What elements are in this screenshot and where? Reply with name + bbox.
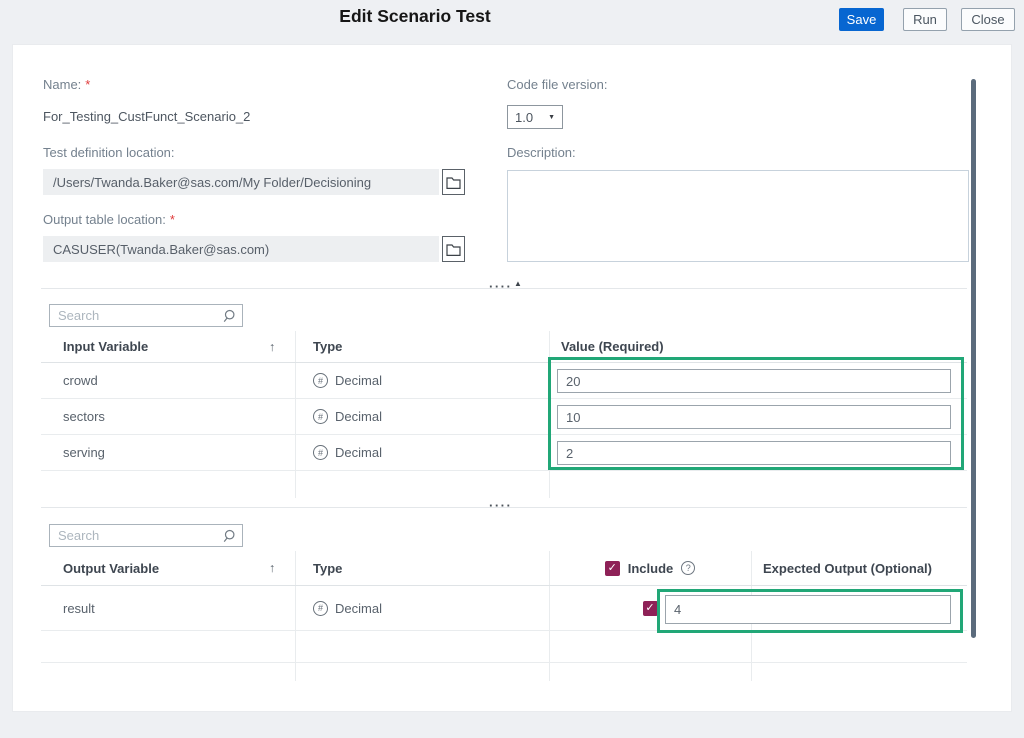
type-label: Decimal — [335, 409, 382, 424]
test-definition-browse-button[interactable] — [442, 169, 465, 195]
variable-type-cell: # Decimal — [313, 586, 382, 630]
search-icon[interactable] — [218, 529, 242, 543]
description-textarea[interactable] — [507, 170, 969, 262]
test-definition-label: Test definition location: — [43, 145, 175, 160]
column-divider — [549, 551, 550, 681]
type-label: Decimal — [335, 445, 382, 460]
search-icon[interactable] — [218, 309, 242, 323]
value-input-crowd[interactable] — [557, 369, 951, 393]
description-label: Description: — [507, 145, 576, 160]
variable-type-cell: # Decimal — [313, 435, 382, 470]
table-row: sectors # Decimal — [41, 399, 967, 435]
column-header-type[interactable]: Type — [313, 561, 343, 576]
value-input-sectors[interactable] — [557, 405, 951, 429]
include-cell: ✓ — [549, 586, 751, 630]
include-header-label: Include — [627, 560, 674, 576]
required-asterisk: * — [85, 77, 91, 92]
type-label: Decimal — [335, 373, 382, 388]
table-row: serving # Decimal — [41, 435, 967, 471]
column-header-include: ✓ Include ? — [549, 551, 751, 585]
column-header-value-required[interactable]: Value (Required) — [561, 339, 664, 354]
folder-icon — [446, 176, 461, 189]
decimal-type-icon: # — [313, 600, 328, 616]
value-input-serving[interactable] — [557, 441, 951, 465]
vertical-scrollbar[interactable] — [971, 79, 976, 638]
output-table-label-text: Output table location: — [43, 212, 166, 227]
include-checkbox-result[interactable]: ✓ — [642, 600, 658, 616]
output-variables-search — [49, 524, 243, 547]
include-all-checkbox[interactable]: ✓ — [604, 560, 620, 576]
column-header-expected-output[interactable]: Expected Output (Optional) — [763, 561, 932, 576]
table-row: result # Decimal ✓ — [41, 586, 967, 631]
table-row: crowd # Decimal — [41, 363, 967, 399]
required-asterisk: * — [169, 212, 175, 227]
folder-icon — [446, 243, 461, 256]
output-table-label: Output table location: * — [43, 212, 175, 227]
column-divider — [295, 331, 296, 498]
close-button[interactable]: Close — [961, 8, 1015, 31]
variable-type-cell: # Decimal — [313, 363, 382, 398]
column-header-type[interactable]: Type — [313, 339, 343, 354]
input-table-header-row: Input Variable ↑ Type Value (Required) — [41, 331, 967, 363]
splitter-drag-handle[interactable]: ···· — [489, 279, 513, 294]
variable-name-cell: crowd — [63, 373, 98, 388]
decimal-type-icon: # — [313, 445, 328, 460]
name-label-text: Name: — [43, 77, 82, 92]
name-value: For_Testing_CustFunct_Scenario_2 — [43, 109, 251, 124]
run-button[interactable]: Run — [903, 8, 947, 31]
splitter-line — [41, 507, 967, 508]
table-row-empty — [41, 631, 967, 663]
output-variables-table: Output Variable ↑ Type ✓ Include ? Expec… — [41, 551, 967, 681]
page-title: Edit Scenario Test — [339, 6, 491, 26]
edit-scenario-panel: Name: * For_Testing_CustFunct_Scenario_2 … — [12, 44, 1012, 712]
code-file-version-value: 1.0 — [515, 109, 534, 125]
sort-ascending-icon[interactable]: ↑ — [269, 561, 276, 575]
decimal-type-icon: # — [313, 409, 328, 424]
code-file-version-select[interactable]: 1.0 ▼ — [507, 105, 563, 129]
input-variables-search-input[interactable] — [50, 308, 218, 323]
decimal-type-icon: # — [313, 373, 328, 388]
variable-name-cell: serving — [63, 445, 105, 460]
output-variables-search-input[interactable] — [50, 528, 218, 543]
chevron-down-icon: ▼ — [548, 113, 555, 121]
collapse-up-icon[interactable]: ▲ — [514, 279, 522, 288]
column-header-output-variable[interactable]: Output Variable — [63, 561, 160, 576]
table-row-empty — [41, 471, 967, 498]
code-file-version-label: Code file version: — [507, 77, 608, 92]
save-button[interactable]: Save — [839, 8, 884, 31]
splitter-line — [41, 288, 967, 289]
input-variables-search — [49, 304, 243, 327]
input-variables-table: Input Variable ↑ Type Value (Required) c… — [41, 331, 967, 498]
table-row-empty — [41, 663, 967, 681]
type-label: Decimal — [335, 600, 382, 616]
splitter-drag-handle[interactable]: ···· — [489, 498, 513, 513]
expected-output-input-result[interactable] — [665, 595, 951, 624]
name-label: Name: * — [43, 77, 90, 92]
output-table-header-row: Output Variable ↑ Type ✓ Include ? Expec… — [41, 551, 967, 586]
output-table-browse-button[interactable] — [442, 236, 465, 262]
column-divider — [295, 551, 296, 681]
sort-ascending-icon[interactable]: ↑ — [269, 340, 276, 354]
variable-name-cell: result — [63, 600, 95, 616]
column-header-input-variable[interactable]: Input Variable — [63, 339, 149, 354]
help-icon[interactable]: ? — [681, 561, 696, 575]
variable-name-cell: sectors — [63, 409, 105, 424]
variable-type-cell: # Decimal — [313, 399, 382, 434]
test-definition-field[interactable] — [43, 169, 439, 195]
output-table-field[interactable] — [43, 236, 439, 262]
